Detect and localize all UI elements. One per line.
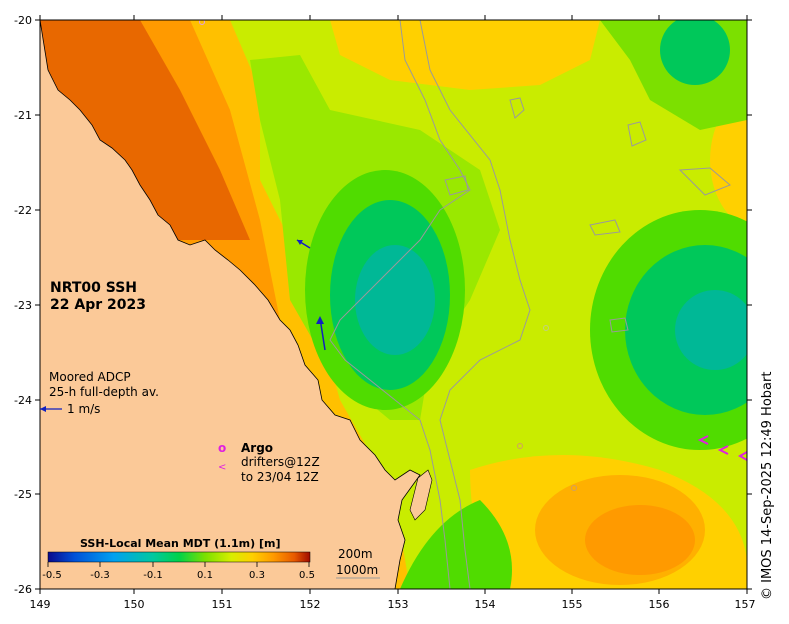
adcp-legend-title: Moored ADCP [49, 370, 131, 384]
land-mainland [40, 20, 421, 589]
isobath-reef-3 [444, 175, 469, 196]
ssh-high-south-peak [585, 505, 695, 575]
lon-tick-label: 153 [388, 598, 409, 611]
argo-float-marker [571, 485, 577, 491]
lat-tick-label: -25 [14, 488, 32, 501]
isobath-200m [329, 20, 471, 589]
isobath-legend-1000m: 1000m [336, 563, 378, 577]
product-date: 22 Apr 2023 [50, 297, 146, 313]
argo-float-marker [543, 325, 549, 331]
lat-axis-labels: -20 -21 -22 -23 -24 -25 -26 [14, 14, 32, 596]
adcp-arrow-north [296, 239, 311, 249]
lon-tick-label: 151 [212, 598, 233, 611]
drifter-marker [697, 435, 709, 445]
adcp-legend-subtitle: 25-h full-depth av. [49, 385, 159, 399]
lon-tick-label: 156 [649, 598, 670, 611]
argo-legend-symbol: o [218, 441, 226, 455]
colorbar-tick-label: -0.5 [42, 570, 62, 581]
lat-tick-label: -23 [14, 299, 32, 312]
ssh-low-eddy-west-core [355, 245, 435, 355]
lat-tick-label: -22 [14, 204, 32, 217]
lat-tick-marks [35, 19, 752, 590]
colorbar-title: SSH-Local Mean MDT (1.1m) [m] [80, 537, 280, 550]
drifter-legend-line2: to 23/04 12Z [241, 470, 319, 484]
colorbar-tick-label: 0.1 [197, 570, 213, 581]
land-fraser-island [409, 469, 433, 521]
lat-tick-label: -20 [14, 14, 32, 27]
lon-tick-marks [39, 15, 748, 594]
isobath-legend-200m: 200m [338, 547, 373, 561]
colorbar-ticks [47, 562, 310, 567]
lon-tick-label: 157 [735, 598, 756, 611]
drifter-legend-symbol: < [218, 462, 226, 473]
ssh-low-eddy-east-core [675, 290, 747, 370]
adcp-arrow-south [316, 316, 326, 351]
ssh-low-southwest [400, 500, 512, 589]
argo-float-marker [517, 443, 523, 449]
credit-label: © IMOS 14-Sep-2025 12:49 Hobart [760, 371, 775, 600]
lat-tick-label: -21 [14, 109, 32, 122]
lat-tick-label: -24 [14, 394, 32, 407]
ssh-high-north [330, 20, 600, 90]
argo-float-marker [199, 20, 205, 25]
colorbar-tick-label: 0.3 [249, 570, 265, 581]
colorbar [47, 551, 311, 563]
lon-axis-labels: 149 150 151 152 153 154 155 156 157 [30, 598, 756, 611]
ssh-high-east [710, 92, 747, 228]
ssh-low-northeast-core [660, 20, 730, 85]
isobath-reef-6 [678, 167, 731, 196]
lon-tick-label: 150 [124, 598, 145, 611]
lon-tick-label: 152 [300, 598, 321, 611]
drifter-legend-line1: drifters@12Z [241, 455, 320, 469]
product-title: NRT00 SSH [50, 280, 137, 296]
adcp-scale-label: 1 m/s [67, 402, 100, 416]
colorbar-tick-label: -0.1 [143, 570, 163, 581]
drifter-marker [717, 445, 729, 455]
lon-tick-label: 155 [562, 598, 583, 611]
argo-legend-label: Argo [241, 441, 273, 455]
colorbar-tick-label: 0.5 [299, 570, 315, 581]
isobath-reef-2 [627, 121, 647, 147]
adcp-scale-arrow [40, 406, 62, 412]
isobath-1000m [419, 20, 531, 589]
drifter-marker [737, 451, 747, 461]
lat-tick-label: -26 [14, 583, 32, 596]
lon-tick-label: 149 [30, 598, 51, 611]
isobath-reef-5 [609, 317, 629, 333]
isobath-reef-4 [589, 219, 621, 236]
colorbar-tick-label: -0.3 [90, 570, 110, 581]
isobath-reef-1 [509, 97, 525, 119]
lon-tick-label: 154 [475, 598, 496, 611]
